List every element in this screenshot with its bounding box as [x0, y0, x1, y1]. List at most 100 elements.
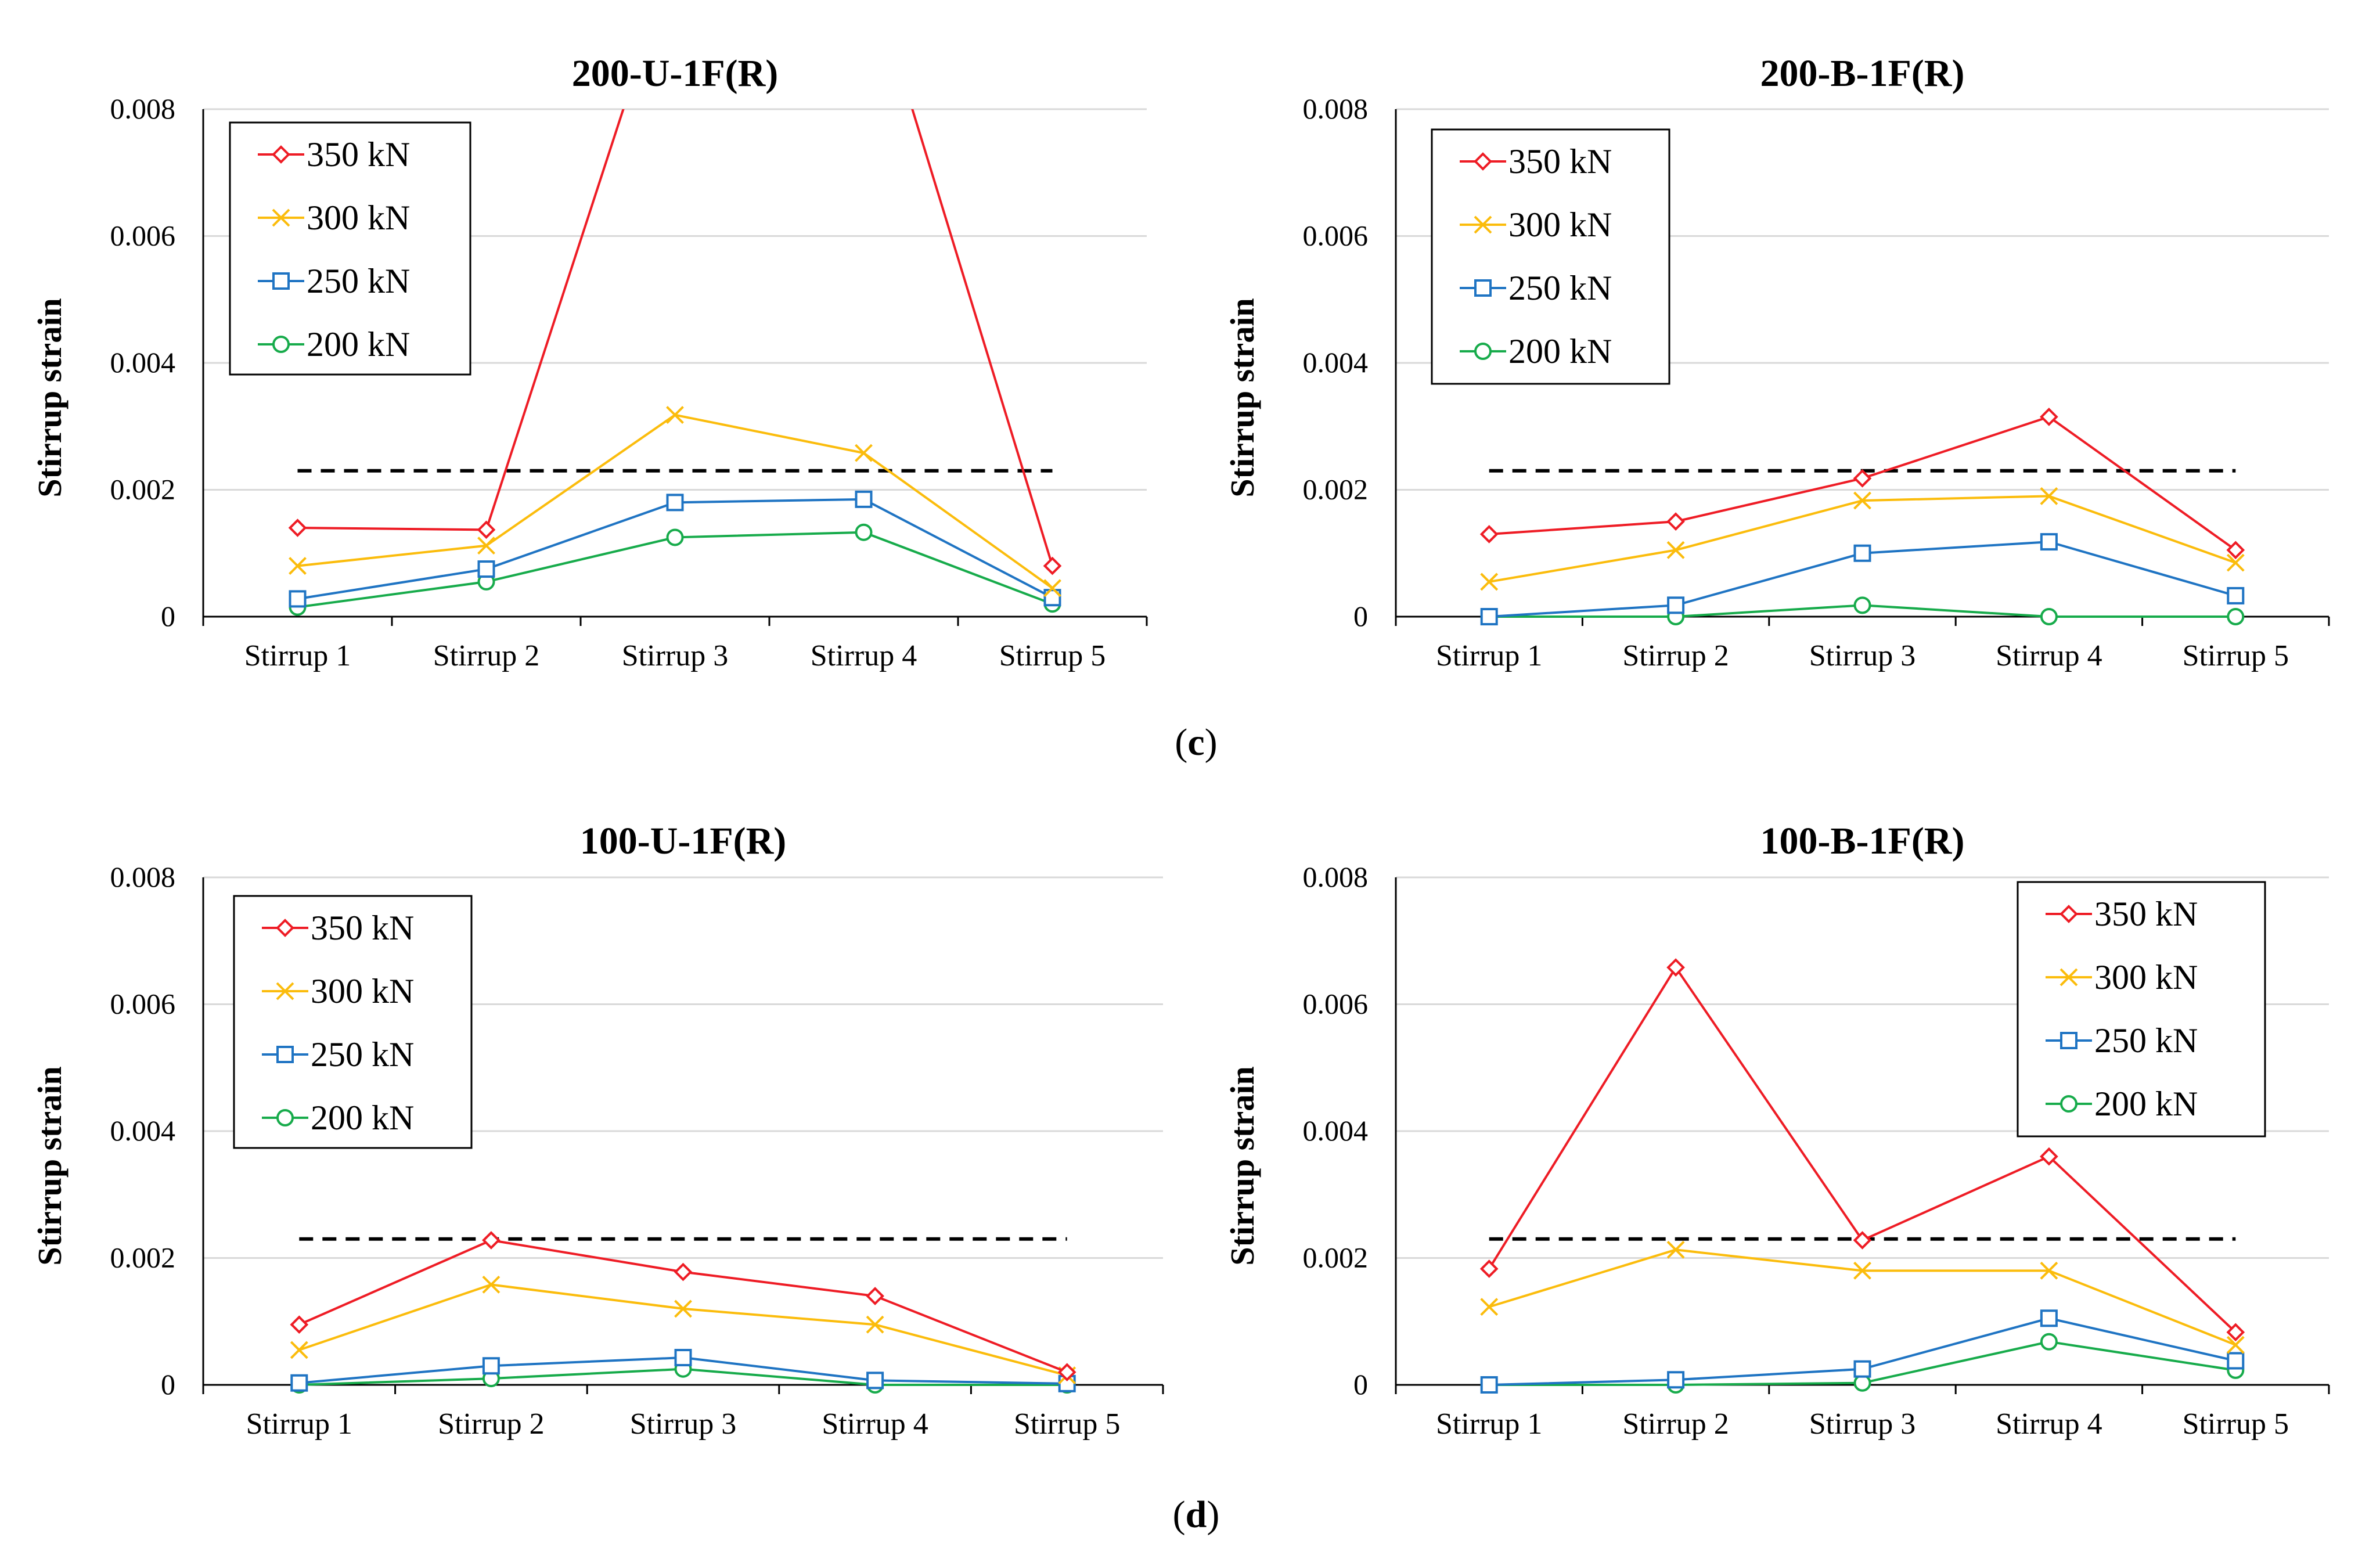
data-point-stroke-b	[2040, 487, 2058, 505]
chart-3: 0 0.002 0.004 0.006 0.008 Stirrup 1 Stirrup 2 S…	[31, 820, 1164, 1441]
legend-marker	[272, 272, 290, 290]
y-tick-label: 0.006	[1303, 988, 1369, 1020]
legend-item: 200 kN	[2046, 1085, 2198, 1123]
data-point	[2226, 1336, 2245, 1354]
data-point-stroke-b	[866, 1315, 884, 1334]
data-point	[2227, 1352, 2245, 1370]
legend-label: 300 kN	[307, 199, 410, 237]
y-tick-label: 0.002	[1303, 473, 1369, 506]
data-point-stroke-b	[2226, 1336, 2245, 1354]
plot-area	[290, 1231, 1076, 1394]
data-point	[666, 528, 684, 546]
data-point	[477, 537, 495, 555]
legend-item: 300 kN	[258, 199, 410, 237]
data-point-stroke-b	[482, 1275, 501, 1294]
data-point-stroke-b	[1043, 579, 1061, 597]
legend-marker	[2060, 1032, 2077, 1049]
legend-item: 350 kN	[2046, 895, 2198, 933]
data-point-stroke-b	[674, 1300, 692, 1318]
data-point	[866, 1315, 884, 1334]
legend-label: 300 kN	[2094, 958, 2198, 996]
legend-item: 200 kN	[258, 325, 410, 363]
data-point	[1480, 1376, 1498, 1394]
chart-title: 100-U-1F(R)	[580, 820, 787, 862]
y-tick-label: 0.004	[1303, 346, 1369, 379]
legend-item: 300 kN	[262, 972, 414, 1010]
data-point	[1853, 1261, 1871, 1280]
x-tick-label: Stirrup 2	[1622, 639, 1729, 672]
legend-marker	[1474, 343, 1492, 360]
data-point	[2226, 1323, 2245, 1342]
data-point	[2040, 1333, 2058, 1351]
data-point-stroke-b	[289, 557, 307, 575]
x-tick-label: Stirrup 2	[433, 639, 539, 672]
x-tick-label: Stirrup 2	[1622, 1408, 1729, 1441]
y-axis-label: Stirrup strain	[31, 298, 69, 497]
legend-marker	[276, 919, 294, 937]
y-tick-label: 0.004	[1303, 1114, 1369, 1147]
data-point	[1480, 1298, 1499, 1316]
data-point	[2226, 553, 2245, 572]
data-point	[477, 560, 495, 578]
legend-item: 200 kN	[1460, 332, 1612, 370]
data-point	[866, 1372, 884, 1390]
legend-label: 200 kN	[307, 325, 410, 363]
chart-1: 0 0.002 0.004 0.006 0.008 Stirrup 1 Stirrup 2 S…	[31, 52, 1148, 672]
data-point	[288, 519, 307, 537]
x-tick-label: Stirrup 1	[1436, 639, 1542, 672]
legend-marker	[1474, 279, 1492, 297]
y-tick-label: 0	[161, 600, 175, 632]
x-tick-label: Stirrup 5	[2183, 639, 2289, 672]
data-point-stroke-b	[1666, 541, 1685, 559]
legend-item: 350 kN	[258, 135, 410, 174]
panel-caption: (d)	[1173, 1493, 1220, 1536]
legend-box	[229, 121, 471, 376]
y-tick-label: 0.002	[1303, 1241, 1369, 1274]
legend-label: 300 kN	[311, 972, 414, 1010]
legend-label: 200 kN	[2094, 1085, 2198, 1123]
data-point	[1667, 596, 1685, 614]
x-tick-label: Stirrup 3	[622, 639, 728, 672]
legend-label: 250 kN	[2094, 1021, 2198, 1060]
y-tick-label: 0.004	[110, 346, 176, 379]
caption-paren: (	[1173, 1493, 1186, 1536]
data-point	[855, 444, 873, 462]
legend-label: 250 kN	[311, 1035, 414, 1074]
data-point	[2040, 1309, 2058, 1327]
legend-marker	[272, 208, 290, 227]
legend-label: 350 kN	[1508, 142, 1612, 181]
x-tick-label: Stirrup 2	[438, 1408, 544, 1441]
legend-marker	[276, 1109, 294, 1126]
data-point	[1480, 608, 1498, 625]
data-point	[289, 590, 307, 608]
data-point-stroke-b	[666, 406, 684, 424]
data-point	[1853, 544, 1871, 562]
caption-paren: (	[1175, 721, 1187, 764]
data-point	[1853, 1360, 1871, 1378]
data-point	[1480, 573, 1499, 591]
y-tick-label: 0.008	[1303, 861, 1369, 893]
y-tick-label: 0	[161, 1368, 175, 1401]
caption-paren: )	[1205, 721, 1218, 764]
legend-box	[1431, 128, 1670, 385]
data-point	[674, 1349, 692, 1367]
data-point-stroke-b	[1480, 573, 1499, 591]
data-point	[1479, 525, 1499, 543]
plot-area	[288, 109, 1062, 616]
legend-marker-stroke-b	[1474, 215, 1492, 234]
legend-box	[2017, 881, 2266, 1138]
legend: 350 kN 300 kN 250 kN 200 kN	[229, 121, 471, 376]
legend-marker-stroke-b	[272, 208, 290, 227]
y-axis-label: Stirrup strain	[1223, 1066, 1261, 1265]
legend-label: 350 kN	[307, 135, 410, 174]
y-tick-label: 0	[1353, 1368, 1368, 1401]
data-point	[1666, 541, 1685, 559]
x-tick-label: Stirrup 3	[1809, 1408, 1915, 1441]
data-point	[2040, 1147, 2058, 1166]
data-point	[2227, 608, 2245, 625]
data-point	[674, 1300, 692, 1318]
legend-item: 250 kN	[262, 1035, 414, 1074]
legend-marker	[1474, 215, 1492, 234]
legend-marker	[276, 982, 294, 1000]
data-point	[855, 490, 873, 508]
